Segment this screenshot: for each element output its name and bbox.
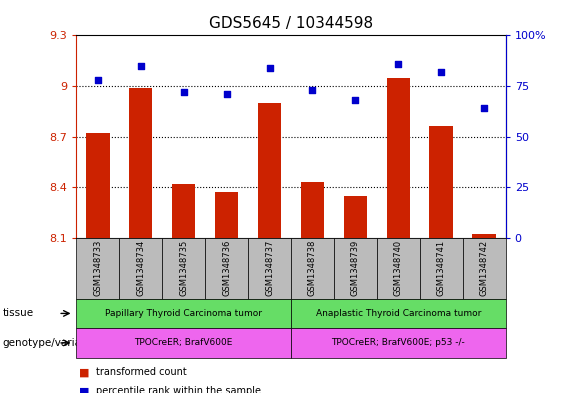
Bar	[344, 196, 367, 238]
Text: GSM1348737: GSM1348737	[265, 240, 274, 296]
Bar	[472, 234, 496, 238]
Bar	[172, 184, 195, 238]
Point	[437, 69, 446, 75]
Point	[265, 64, 274, 71]
Text: GSM1348735: GSM1348735	[179, 240, 188, 296]
Bar	[429, 127, 453, 238]
Text: GSM1348733: GSM1348733	[93, 240, 102, 296]
Bar	[386, 77, 410, 238]
Text: genotype/variation: genotype/variation	[3, 338, 102, 348]
Text: GSM1348740: GSM1348740	[394, 240, 403, 296]
Point	[179, 89, 188, 95]
Text: TPOCreER; BrafV600E: TPOCreER; BrafV600E	[134, 338, 233, 347]
Text: GSM1348736: GSM1348736	[222, 240, 231, 296]
Text: GSM1348739: GSM1348739	[351, 240, 360, 296]
Text: transformed count: transformed count	[96, 367, 187, 377]
Text: GSM1348734: GSM1348734	[136, 240, 145, 296]
Text: Anaplastic Thyroid Carcinoma tumor: Anaplastic Thyroid Carcinoma tumor	[316, 309, 481, 318]
Text: ■: ■	[79, 367, 90, 377]
Text: GSM1348741: GSM1348741	[437, 240, 446, 296]
Point	[351, 97, 360, 103]
Text: tissue: tissue	[3, 309, 34, 318]
Point	[136, 62, 145, 69]
Bar	[129, 88, 153, 238]
Text: Papillary Thyroid Carcinoma tumor: Papillary Thyroid Carcinoma tumor	[105, 309, 262, 318]
Bar	[301, 182, 324, 238]
Text: TPOCreER; BrafV600E; p53 -/-: TPOCreER; BrafV600E; p53 -/-	[332, 338, 465, 347]
Text: GSM1348742: GSM1348742	[480, 240, 489, 296]
Bar	[86, 133, 110, 238]
Text: ■: ■	[79, 386, 90, 393]
Point	[222, 91, 231, 97]
Point	[93, 77, 102, 83]
Point	[394, 61, 403, 67]
Text: percentile rank within the sample: percentile rank within the sample	[96, 386, 261, 393]
Bar	[258, 103, 281, 238]
Bar	[215, 192, 238, 238]
Title: GDS5645 / 10344598: GDS5645 / 10344598	[209, 17, 373, 31]
Text: GSM1348738: GSM1348738	[308, 240, 317, 296]
Point	[308, 87, 317, 93]
Point	[480, 105, 489, 111]
